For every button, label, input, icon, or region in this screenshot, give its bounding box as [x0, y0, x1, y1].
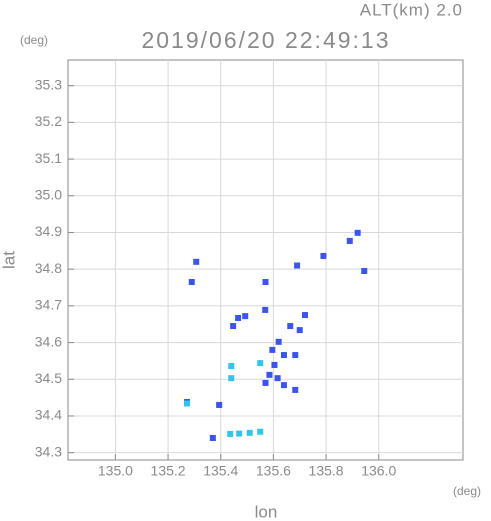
- y-tick-label: 35.0: [35, 186, 62, 202]
- y-tick-label: 35.2: [35, 113, 62, 129]
- radar-echo: [302, 312, 308, 319]
- radar-echo: [271, 361, 278, 368]
- radar-echo: [228, 363, 235, 370]
- y-axis-label: lat: [0, 251, 18, 269]
- radar-echo: [209, 434, 216, 441]
- radar-echo: [193, 258, 200, 265]
- chart-title: 2019/06/20 22:49:13: [141, 27, 390, 53]
- radar-echo: [246, 429, 253, 436]
- radar-echo: [242, 313, 249, 320]
- radar-echo: [216, 401, 223, 408]
- radar-echo: [287, 323, 294, 330]
- radar-echo: [274, 375, 281, 382]
- radar-echo: [280, 352, 287, 359]
- x-tick-label: 135.0: [98, 463, 133, 479]
- x-tick-label: 135.6: [256, 463, 291, 479]
- y-tick-label: 34.8: [35, 260, 62, 276]
- y-tick-label: 35.3: [35, 76, 62, 92]
- radar-echo: [236, 430, 243, 437]
- radar-echo: [346, 237, 353, 244]
- x-axis-label: lon: [255, 502, 278, 521]
- radar-echo: [257, 360, 264, 367]
- radar-echo: [294, 262, 301, 269]
- plot-frame: [67, 59, 464, 461]
- radar-echo: [292, 386, 299, 393]
- radar-echo: [262, 279, 269, 286]
- radar-echo: [292, 352, 299, 359]
- x-unit: (deg): [453, 484, 481, 498]
- x-tick-label: 136.0: [361, 463, 396, 479]
- x-tick-label: 135.2: [151, 463, 186, 479]
- y-tick-label: 34.5: [35, 370, 62, 386]
- radar-echo: [230, 323, 237, 330]
- x-tick-label: 135.4: [203, 463, 238, 479]
- y-tick-label: 34.7: [35, 297, 62, 313]
- radar-echo: [227, 430, 234, 437]
- y-tick-label: 34.3: [35, 443, 62, 459]
- radar-echo: [354, 229, 361, 236]
- radar-echo: [262, 306, 269, 313]
- radar-echo: [280, 382, 287, 389]
- radar-echo: [266, 371, 273, 378]
- radar-echo: [361, 268, 368, 275]
- altitude: ALT(km) 2.0: [360, 0, 463, 19]
- y-tick-label: 35.1: [35, 150, 62, 166]
- radar-echo: [275, 338, 282, 345]
- y-tick-label: 34.9: [35, 223, 62, 239]
- radar-echo: [269, 346, 276, 353]
- y-tick-label: 34.4: [35, 407, 62, 423]
- radar-echo: [262, 379, 269, 386]
- radar-echo: [296, 327, 303, 334]
- y-tick-label: 34.6: [35, 333, 62, 349]
- radar-echo: [320, 252, 327, 259]
- radar-echo: [184, 400, 191, 407]
- radar-echo: [188, 279, 195, 286]
- radar-echo: [228, 375, 235, 382]
- x-tick-label: 135.8: [309, 463, 344, 479]
- radar-echo: [257, 428, 264, 435]
- y-unit: (deg): [20, 33, 48, 47]
- radar-echo: [235, 314, 242, 321]
